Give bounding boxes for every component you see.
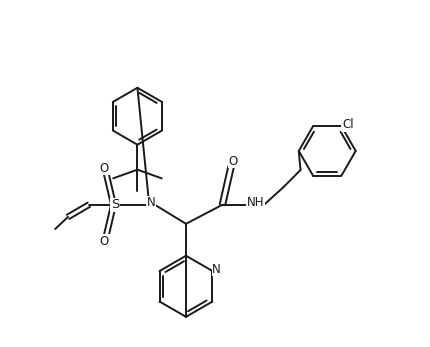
Text: NH: NH	[246, 196, 264, 210]
Text: O: O	[100, 162, 109, 175]
Text: N: N	[147, 196, 155, 210]
Text: O: O	[100, 235, 109, 248]
Text: S: S	[111, 198, 119, 211]
Text: N: N	[212, 263, 221, 276]
Text: O: O	[228, 155, 237, 168]
Text: Cl: Cl	[341, 118, 353, 131]
